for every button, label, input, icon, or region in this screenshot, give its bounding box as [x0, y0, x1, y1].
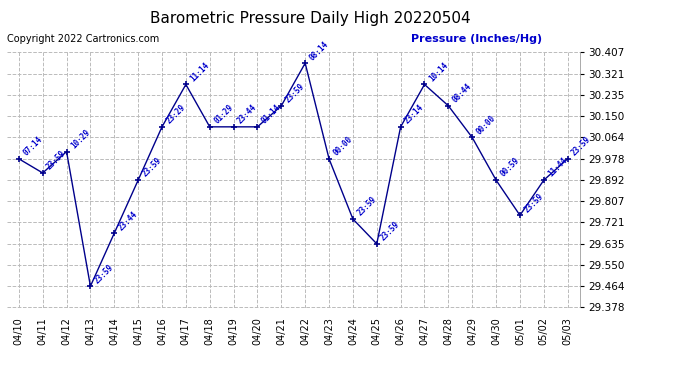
Text: 23:29: 23:29	[164, 103, 187, 126]
Text: 23:59: 23:59	[522, 191, 545, 214]
Text: 23:59: 23:59	[92, 262, 115, 285]
Text: 10:14: 10:14	[427, 60, 450, 83]
Text: 07:14: 07:14	[21, 135, 44, 158]
Text: 23:59: 23:59	[284, 82, 306, 105]
Text: 08:14: 08:14	[308, 39, 331, 62]
Text: 01:29: 01:29	[212, 103, 235, 126]
Text: 08:44: 08:44	[451, 82, 473, 105]
Text: 23:44: 23:44	[236, 103, 259, 126]
Text: 23:59: 23:59	[380, 220, 402, 243]
Text: 10:29: 10:29	[69, 128, 92, 150]
Text: Pressure (Inches/Hg): Pressure (Inches/Hg)	[411, 34, 542, 44]
Text: 23:59: 23:59	[355, 195, 378, 218]
Text: 23:59: 23:59	[45, 149, 68, 172]
Text: 01:14: 01:14	[260, 103, 283, 126]
Text: 23:59: 23:59	[570, 135, 593, 158]
Text: 00:00: 00:00	[331, 135, 354, 158]
Text: 00:00: 00:00	[475, 114, 497, 136]
Text: 00:59: 00:59	[498, 156, 521, 179]
Text: 23:14: 23:14	[403, 103, 426, 126]
Text: 11:44: 11:44	[546, 156, 569, 179]
Text: 23:59: 23:59	[141, 156, 164, 179]
Text: 11:14: 11:14	[188, 60, 211, 83]
Text: Copyright 2022 Cartronics.com: Copyright 2022 Cartronics.com	[7, 34, 159, 44]
Text: 23:44: 23:44	[117, 209, 139, 232]
Text: Barometric Pressure Daily High 20220504: Barometric Pressure Daily High 20220504	[150, 11, 471, 26]
